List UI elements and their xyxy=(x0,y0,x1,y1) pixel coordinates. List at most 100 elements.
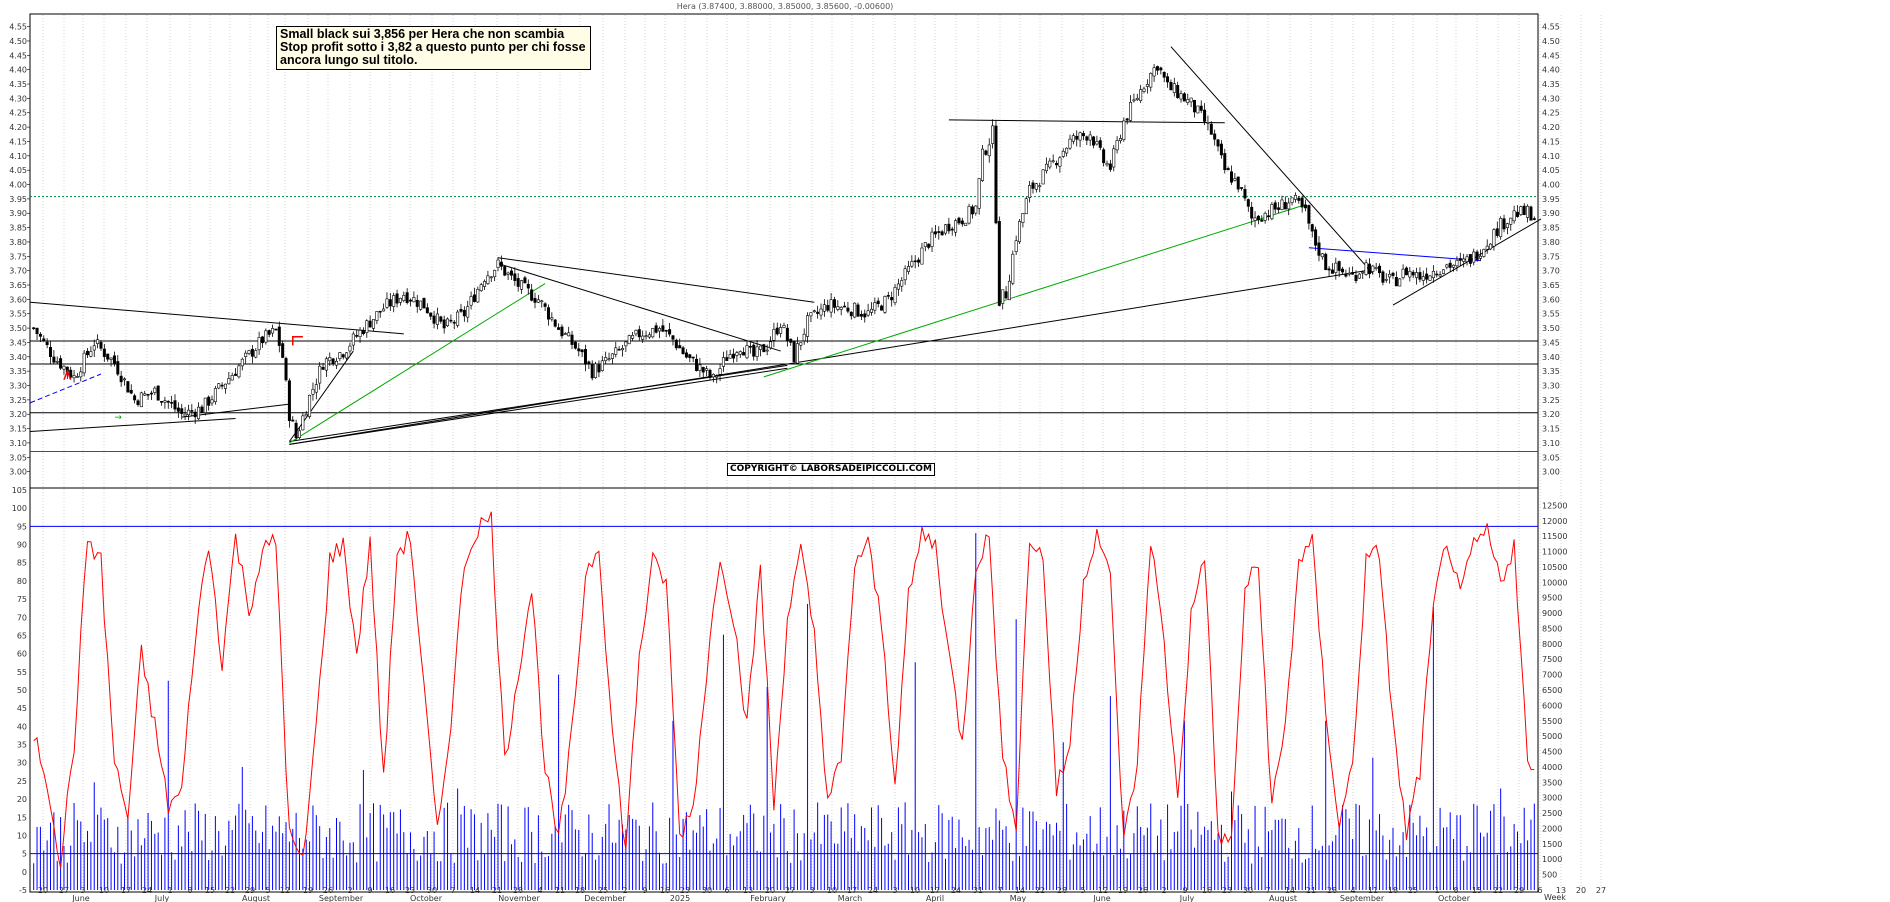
candle-body xyxy=(944,224,948,234)
x-tick-label: 6 xyxy=(724,886,729,895)
candle-body xyxy=(314,384,318,393)
x-tick-label: 11 xyxy=(1368,886,1378,895)
note-line-1: Small black sui 3,856 per Hera che non s… xyxy=(280,27,565,41)
candle-body xyxy=(287,380,291,421)
oscillator-line xyxy=(33,511,1535,869)
price-tick-label-left: 3.15 xyxy=(9,425,27,434)
candle-body xyxy=(38,333,42,337)
candle-body xyxy=(378,310,382,313)
candle-body xyxy=(1246,199,1250,207)
candle-body xyxy=(563,333,567,335)
candle-body xyxy=(890,297,894,301)
x-tick-label: 25 xyxy=(1408,886,1418,895)
candle-body xyxy=(832,299,836,308)
oscillator-tick-label: 0 xyxy=(22,868,27,877)
volume-tick-label: 11500 xyxy=(1542,532,1567,541)
x-tick-label: 28 xyxy=(513,886,523,895)
vertical-grid xyxy=(42,15,1602,891)
candle-body xyxy=(1162,71,1166,78)
candle-body xyxy=(45,341,49,346)
candle-body xyxy=(1287,202,1291,210)
candle-body xyxy=(745,345,749,359)
candle-body xyxy=(721,357,725,367)
candle-body xyxy=(1018,221,1022,243)
candle-body xyxy=(1445,264,1449,268)
x-tick-label: 26 xyxy=(1138,886,1148,895)
candle-body xyxy=(1404,267,1408,276)
candle-body xyxy=(1011,253,1015,284)
oscillator-tick-label: 80 xyxy=(17,577,27,586)
candle-body xyxy=(1472,251,1476,263)
candle-body xyxy=(1478,255,1482,259)
x-tick-label: 9 xyxy=(642,886,647,895)
candle-body xyxy=(163,400,167,403)
candle-body xyxy=(35,327,39,334)
candle-body xyxy=(250,348,254,357)
trendlines xyxy=(30,46,1542,445)
candle-body xyxy=(843,305,847,308)
candle-body xyxy=(1031,182,1035,189)
candle-body xyxy=(1300,197,1304,208)
oscillator-tick-label: 15 xyxy=(17,813,27,822)
candle-body xyxy=(1468,254,1472,264)
candle-body xyxy=(1505,223,1509,228)
candle-body xyxy=(876,300,880,304)
x-tick-label: 29 xyxy=(1514,886,1524,895)
candle-body xyxy=(920,247,924,265)
candle-body xyxy=(1330,269,1334,274)
price-tick-label-right: 3.00 xyxy=(1542,468,1560,477)
candle-body xyxy=(1152,67,1156,77)
candle-body xyxy=(398,297,402,303)
candle-body xyxy=(1028,185,1032,198)
price-tick-label-right: 3.70 xyxy=(1542,267,1560,276)
candle-body xyxy=(136,400,140,405)
candle-body xyxy=(1078,132,1082,141)
candle-body xyxy=(1189,97,1193,103)
volume-tick-label: 4500 xyxy=(1542,748,1562,757)
candle-body xyxy=(1374,267,1378,269)
candlesticks xyxy=(32,63,1536,440)
candle-body xyxy=(728,354,732,359)
volume-tick-label: 2500 xyxy=(1542,809,1562,818)
candle-body xyxy=(1186,99,1190,103)
candle-body xyxy=(725,357,729,361)
candle-body xyxy=(869,308,873,313)
candle-body xyxy=(1213,133,1217,140)
price-tick-label-right: 3.55 xyxy=(1542,310,1560,319)
price-tick-label-left: 4.20 xyxy=(9,123,27,132)
x-tick-label: 6 xyxy=(1537,886,1542,895)
candle-body xyxy=(1209,123,1213,135)
x-tick-label: 17 xyxy=(930,886,940,895)
candle-body xyxy=(284,358,288,381)
candle-body xyxy=(1250,206,1254,219)
candle-body xyxy=(981,148,985,181)
candle-body xyxy=(170,402,174,404)
candle-body xyxy=(742,352,746,356)
candle-body xyxy=(321,366,325,370)
candle-body xyxy=(324,358,328,371)
candle-body xyxy=(96,339,100,344)
candle-body xyxy=(247,350,251,354)
candle-body xyxy=(1092,136,1096,146)
price-tick-label-right: 3.95 xyxy=(1542,195,1560,204)
volume-tick-label: 3000 xyxy=(1542,794,1562,803)
x-tick-label: 29 xyxy=(245,886,255,895)
candle-body xyxy=(765,349,769,352)
x-tick-label: 3 xyxy=(892,886,897,895)
candle-body xyxy=(1179,93,1183,100)
month-label: May xyxy=(1010,894,1027,902)
candle-body xyxy=(732,353,736,359)
price-tick-label-left: 4.00 xyxy=(9,181,27,190)
candle-body xyxy=(1438,274,1442,277)
trendline-blue xyxy=(1308,247,1481,262)
price-tick-label-left: 3.55 xyxy=(9,310,27,319)
candle-body xyxy=(496,259,500,268)
x-tick-label: 3 xyxy=(80,886,85,895)
candle-body xyxy=(133,395,137,401)
candle-body xyxy=(604,357,608,362)
trendline-down xyxy=(30,301,404,335)
candle-body xyxy=(705,368,709,371)
month-label: February xyxy=(750,894,786,902)
candle-body xyxy=(139,392,143,408)
candle-body xyxy=(102,348,106,357)
